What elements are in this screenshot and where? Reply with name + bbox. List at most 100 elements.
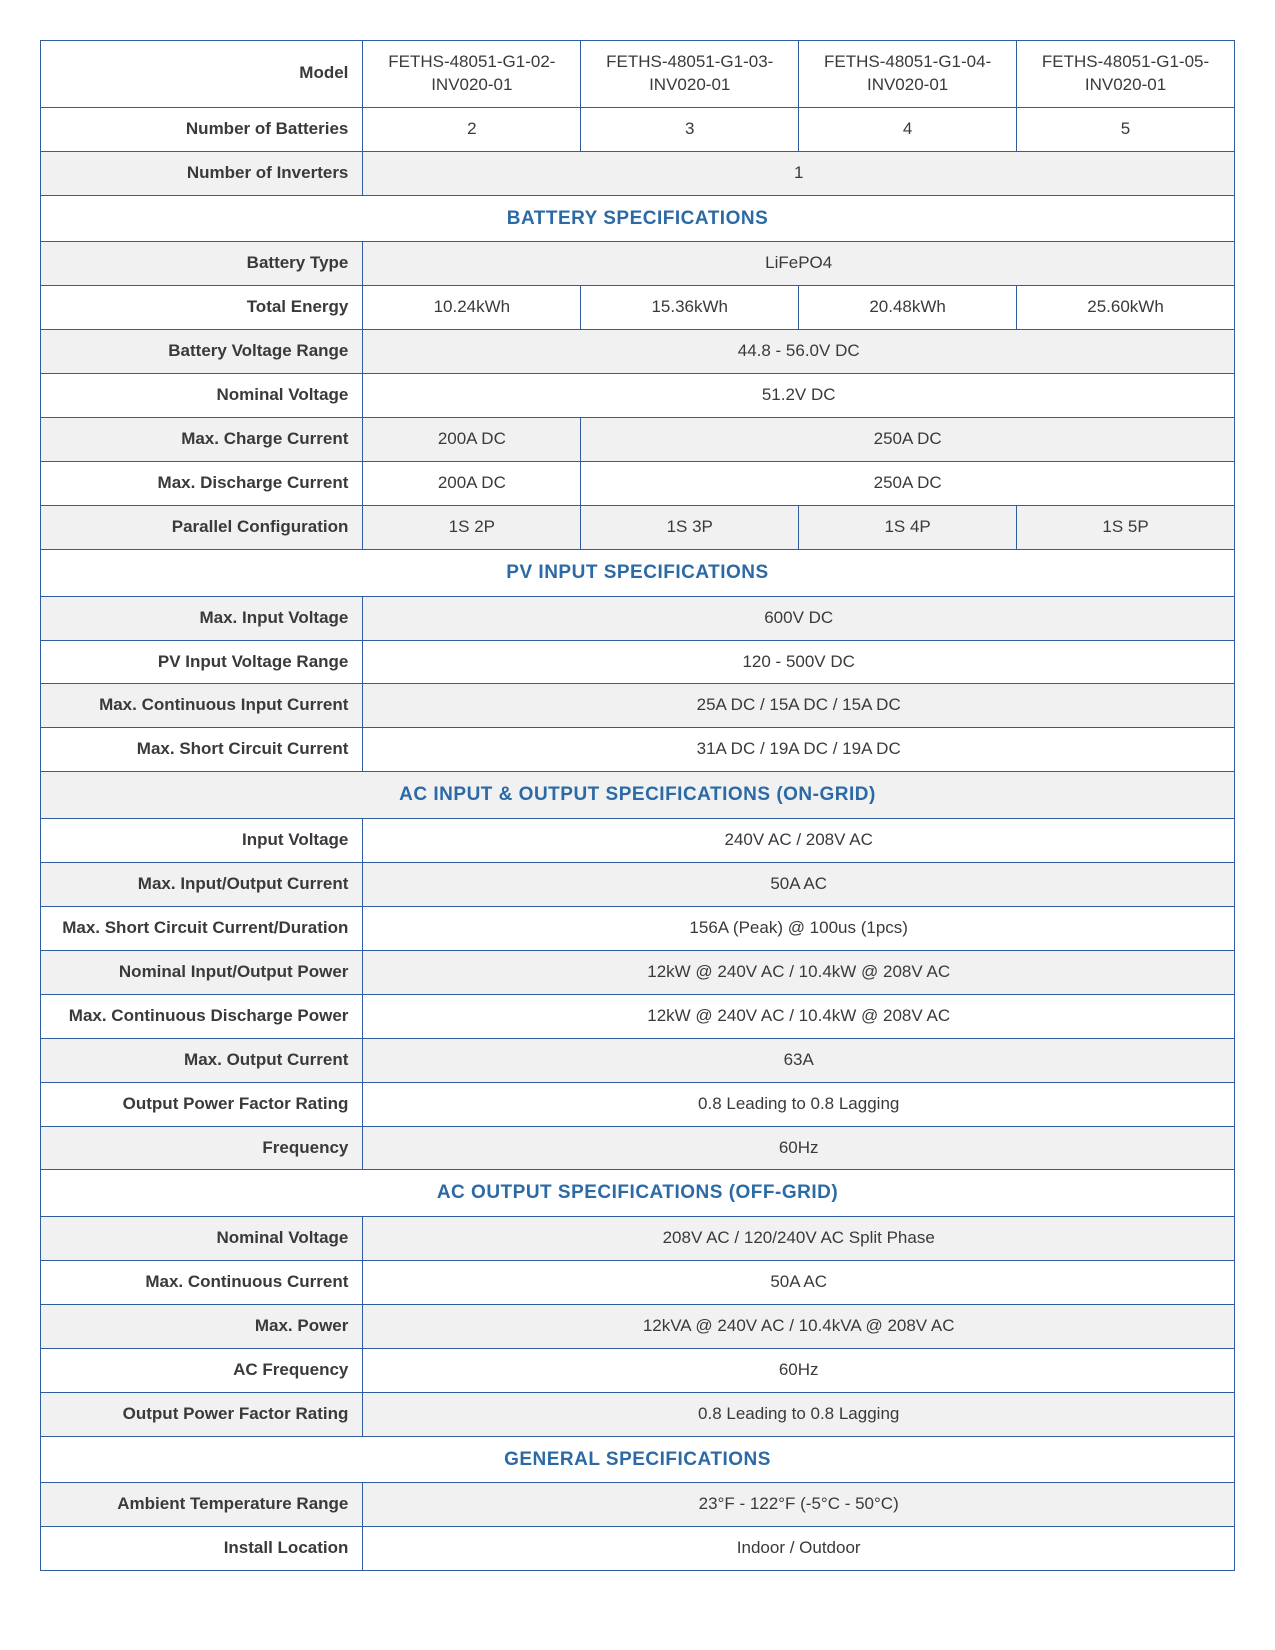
row-label: Max. Continuous Discharge Power <box>41 994 363 1038</box>
cell: 31A DC / 19A DC / 19A DC <box>363 728 1235 772</box>
section-header-row: BATTERY SPECIFICATIONS <box>41 195 1235 242</box>
row-label: Max. Continuous Current <box>41 1261 363 1305</box>
cell: 1S 2P <box>363 506 581 550</box>
row-label: Nominal Input/Output Power <box>41 950 363 994</box>
model-col-2: FETHS-48051-G1-03-INV020-01 <box>581 41 799 108</box>
row-label: Max. Power <box>41 1305 363 1349</box>
row-label: Max. Input Voltage <box>41 596 363 640</box>
cell: 51.2V DC <box>363 374 1235 418</box>
cell: 200A DC <box>363 418 581 462</box>
cell: 600V DC <box>363 596 1235 640</box>
cell: 50A AC <box>363 862 1235 906</box>
row-label: Model <box>41 41 363 108</box>
row-label: PV Input Voltage Range <box>41 640 363 684</box>
row-label: Number of Inverters <box>41 151 363 195</box>
section-header: PV INPUT SPECIFICATIONS <box>41 549 1235 596</box>
cell: 0.8 Leading to 0.8 Lagging <box>363 1392 1235 1436</box>
table-row: Model FETHS-48051-G1-02-INV020-01 FETHS-… <box>41 41 1235 108</box>
table-row: Number of Inverters 1 <box>41 151 1235 195</box>
cell: 1S 4P <box>799 506 1017 550</box>
cell: 12kW @ 240V AC / 10.4kW @ 208V AC <box>363 994 1235 1038</box>
cell: 1S 5P <box>1017 506 1235 550</box>
table-row: PV Input Voltage Range 120 - 500V DC <box>41 640 1235 684</box>
cell: 120 - 500V DC <box>363 640 1235 684</box>
table-row: Max. Input Voltage 600V DC <box>41 596 1235 640</box>
row-label: Nominal Voltage <box>41 374 363 418</box>
model-col-1: FETHS-48051-G1-02-INV020-01 <box>363 41 581 108</box>
table-row: Ambient Temperature Range 23°F - 122°F (… <box>41 1483 1235 1527</box>
cell: 208V AC / 120/240V AC Split Phase <box>363 1217 1235 1261</box>
cell: 156A (Peak) @ 100us (1pcs) <box>363 906 1235 950</box>
table-row: Max. Charge Current 200A DC 250A DC <box>41 418 1235 462</box>
table-row: Nominal Voltage 208V AC / 120/240V AC Sp… <box>41 1217 1235 1261</box>
row-label: Max. Input/Output Current <box>41 862 363 906</box>
cell: 12kVA @ 240V AC / 10.4kVA @ 208V AC <box>363 1305 1235 1349</box>
cell: 60Hz <box>363 1348 1235 1392</box>
table-row: Input Voltage 240V AC / 208V AC <box>41 818 1235 862</box>
row-label: Install Location <box>41 1527 363 1571</box>
row-label: Battery Voltage Range <box>41 330 363 374</box>
cell: LiFePO4 <box>363 242 1235 286</box>
table-row: Max. Power 12kVA @ 240V AC / 10.4kVA @ 2… <box>41 1305 1235 1349</box>
cell: 60Hz <box>363 1126 1235 1170</box>
table-row: Parallel Configuration 1S 2P 1S 3P 1S 4P… <box>41 506 1235 550</box>
row-label: Parallel Configuration <box>41 506 363 550</box>
row-label: AC Frequency <box>41 1348 363 1392</box>
table-row: Install Location Indoor / Outdoor <box>41 1527 1235 1571</box>
table-row: Max. Continuous Input Current 25A DC / 1… <box>41 684 1235 728</box>
table-row: Output Power Factor Rating 0.8 Leading t… <box>41 1392 1235 1436</box>
cell: 3 <box>581 107 799 151</box>
model-col-3: FETHS-48051-G1-04-INV020-01 <box>799 41 1017 108</box>
table-row: Battery Type LiFePO4 <box>41 242 1235 286</box>
row-label: Output Power Factor Rating <box>41 1082 363 1126</box>
table-row: Number of Batteries 2 3 4 5 <box>41 107 1235 151</box>
cell: 250A DC <box>581 418 1235 462</box>
table-row: Total Energy 10.24kWh 15.36kWh 20.48kWh … <box>41 286 1235 330</box>
row-label: Output Power Factor Rating <box>41 1392 363 1436</box>
row-label: Number of Batteries <box>41 107 363 151</box>
table-row: Max. Discharge Current 200A DC 250A DC <box>41 462 1235 506</box>
section-header-row: AC OUTPUT SPECIFICATIONS (OFF-GRID) <box>41 1170 1235 1217</box>
row-label: Max. Continuous Input Current <box>41 684 363 728</box>
cell: 200A DC <box>363 462 581 506</box>
row-label: Input Voltage <box>41 818 363 862</box>
cell: 1 <box>363 151 1235 195</box>
spec-table: Model FETHS-48051-G1-02-INV020-01 FETHS-… <box>40 40 1235 1571</box>
section-header: AC OUTPUT SPECIFICATIONS (OFF-GRID) <box>41 1170 1235 1217</box>
table-row: Max. Short Circuit Current 31A DC / 19A … <box>41 728 1235 772</box>
table-row: Max. Continuous Current 50A AC <box>41 1261 1235 1305</box>
cell: 12kW @ 240V AC / 10.4kW @ 208V AC <box>363 950 1235 994</box>
cell: 10.24kWh <box>363 286 581 330</box>
cell: Indoor / Outdoor <box>363 1527 1235 1571</box>
row-label: Frequency <box>41 1126 363 1170</box>
section-header: AC INPUT & OUTPUT SPECIFICATIONS (ON-GRI… <box>41 772 1235 819</box>
row-label: Max. Short Circuit Current/Duration <box>41 906 363 950</box>
table-row: Output Power Factor Rating 0.8 Leading t… <box>41 1082 1235 1126</box>
cell: 25A DC / 15A DC / 15A DC <box>363 684 1235 728</box>
row-label: Max. Short Circuit Current <box>41 728 363 772</box>
table-row: Max. Input/Output Current 50A AC <box>41 862 1235 906</box>
cell: 44.8 - 56.0V DC <box>363 330 1235 374</box>
table-row: AC Frequency 60Hz <box>41 1348 1235 1392</box>
row-label: Total Energy <box>41 286 363 330</box>
table-row: Max. Output Current 63A <box>41 1038 1235 1082</box>
cell: 5 <box>1017 107 1235 151</box>
cell: 23°F - 122°F (-5°C - 50°C) <box>363 1483 1235 1527</box>
cell: 15.36kWh <box>581 286 799 330</box>
cell: 240V AC / 208V AC <box>363 818 1235 862</box>
cell: 63A <box>363 1038 1235 1082</box>
row-label: Battery Type <box>41 242 363 286</box>
model-col-4: FETHS-48051-G1-05-INV020-01 <box>1017 41 1235 108</box>
table-row: Max. Continuous Discharge Power 12kW @ 2… <box>41 994 1235 1038</box>
table-row: Battery Voltage Range 44.8 - 56.0V DC <box>41 330 1235 374</box>
cell: 1S 3P <box>581 506 799 550</box>
section-header-row: AC INPUT & OUTPUT SPECIFICATIONS (ON-GRI… <box>41 772 1235 819</box>
cell: 4 <box>799 107 1017 151</box>
section-header-row: PV INPUT SPECIFICATIONS <box>41 549 1235 596</box>
row-label: Max. Discharge Current <box>41 462 363 506</box>
table-row: Nominal Voltage 51.2V DC <box>41 374 1235 418</box>
section-header: BATTERY SPECIFICATIONS <box>41 195 1235 242</box>
row-label: Ambient Temperature Range <box>41 1483 363 1527</box>
table-row: Nominal Input/Output Power 12kW @ 240V A… <box>41 950 1235 994</box>
section-header: GENERAL SPECIFICATIONS <box>41 1436 1235 1483</box>
